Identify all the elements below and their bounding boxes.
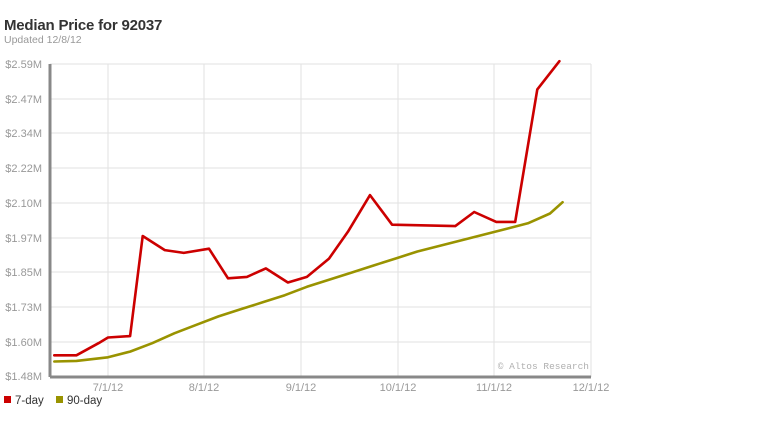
svg-text:$2.47M: $2.47M [5, 94, 42, 106]
svg-text:9/1/12: 9/1/12 [286, 382, 317, 394]
svg-text:90-day: 90-day [67, 395, 102, 407]
svg-text:$2.34M: $2.34M [5, 128, 42, 140]
svg-text:$2.10M: $2.10M [5, 198, 42, 210]
svg-text:12/1/12: 12/1/12 [573, 382, 610, 394]
svg-text:$2.22M: $2.22M [5, 163, 42, 175]
svg-text:$1.73M: $1.73M [5, 302, 42, 314]
svg-text:11/1/12: 11/1/12 [476, 382, 512, 394]
svg-text:$1.85M: $1.85M [5, 267, 42, 279]
svg-text:10/1/12: 10/1/12 [380, 382, 417, 394]
svg-text:7/1/12: 7/1/12 [93, 382, 124, 394]
svg-text:© Altos Research: © Altos Research [498, 361, 589, 372]
svg-text:$2.59M: $2.59M [5, 59, 42, 71]
svg-text:8/1/12: 8/1/12 [189, 382, 220, 394]
svg-text:$1.97M: $1.97M [5, 233, 42, 245]
svg-text:$1.60M: $1.60M [5, 337, 42, 349]
svg-text:7-day: 7-day [15, 395, 44, 407]
svg-text:$1.48M: $1.48M [5, 371, 42, 383]
